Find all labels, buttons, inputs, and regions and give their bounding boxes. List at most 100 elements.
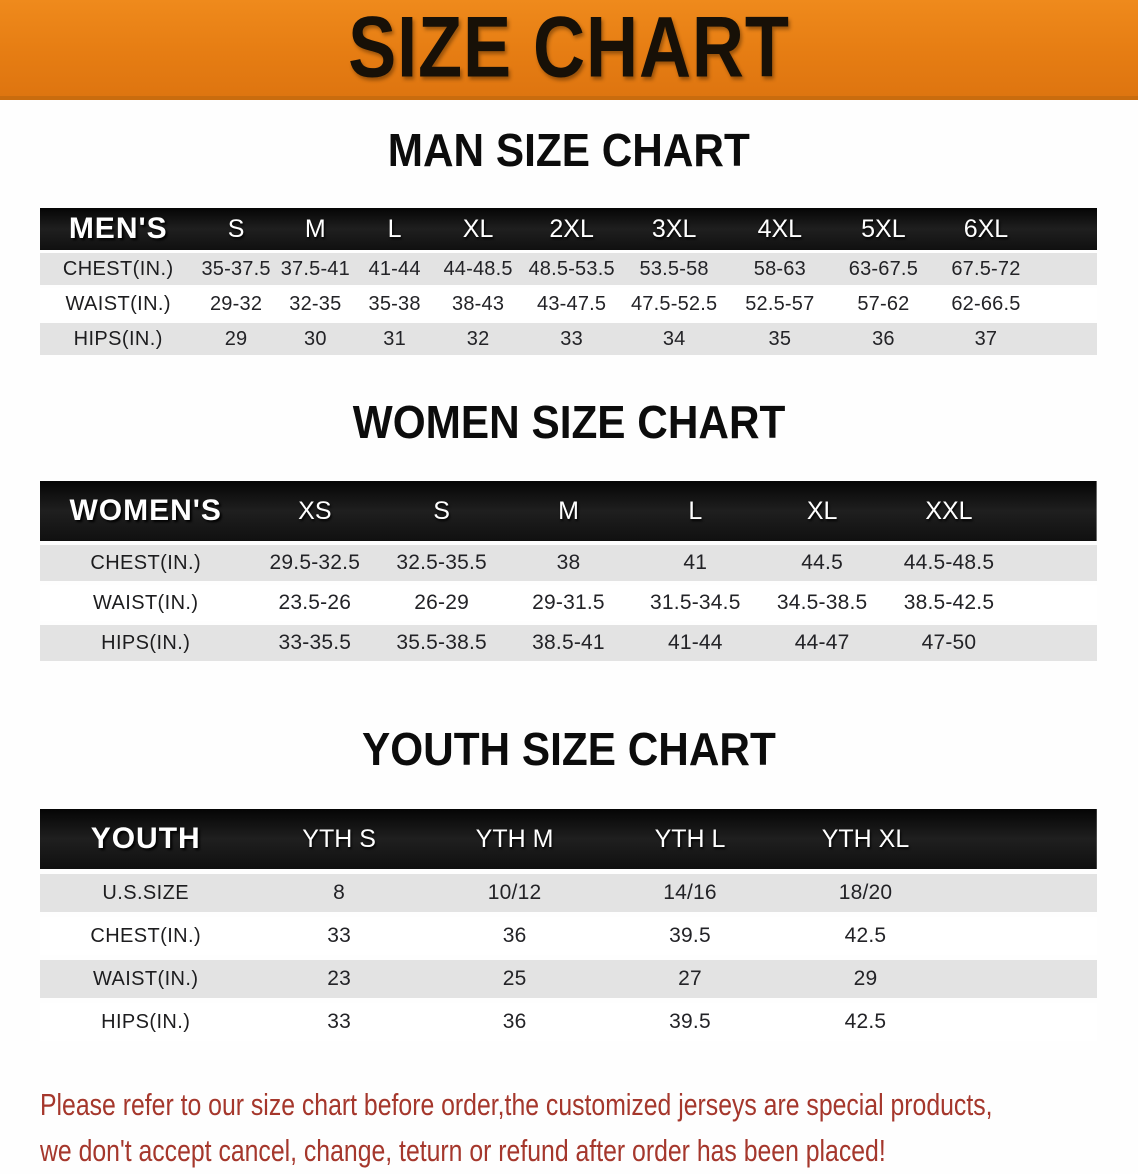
size-value-cell: 29 [853, 967, 878, 990]
size-column-header: S [433, 496, 450, 525]
size-value-cell: 58-63 [753, 257, 806, 280]
banner-title: SIZE CHART [348, 0, 790, 96]
table-row: HIPS(IN.) 33 36 39.5 42.5 [40, 1003, 1097, 1041]
youth-size-table: YOUTH YTH S YTH M YTH L YTH XL U.S.SIZE 8 10/1… [40, 804, 1097, 1046]
table-row: HIPS(IN.) 29 30 31 32 33 34 35 36 37 [40, 323, 1097, 355]
size-column-header: YTH XL [821, 824, 910, 853]
size-value-cell: 44-48.5 [443, 257, 513, 280]
men-section-heading: MAN SIZE CHART [0, 126, 1138, 183]
size-value-cell: 33 [327, 924, 351, 947]
size-value-cell: 32.5-35.5 [396, 551, 487, 574]
size-column-header: 5XL [861, 214, 906, 243]
size-value-cell: 34.5-38.5 [776, 591, 868, 614]
size-value-cell: 67.5-72 [951, 257, 1021, 280]
youth-table-header-row: YOUTH YTH S YTH M YTH L YTH XL [40, 809, 1097, 869]
table-row: WAIST(IN.) 23 25 27 29 [40, 960, 1097, 998]
row-label-cell: CHEST(IN.) [62, 257, 174, 280]
size-value-cell: 29-31.5 [532, 591, 605, 614]
size-value-cell: 30 [304, 327, 327, 350]
women-section-heading: WOMEN SIZE CHART [0, 398, 1138, 455]
size-column-header: 2XL [549, 214, 594, 243]
filler-cell [1012, 545, 1097, 581]
size-value-cell: 25 [502, 967, 527, 990]
size-value-cell: 42.5 [844, 1010, 887, 1033]
size-column-header: 4XL [757, 214, 803, 243]
filler-cell [1012, 625, 1097, 661]
women-section-heading-text: WOMEN SIZE CHART [352, 396, 786, 448]
size-value-cell: 26-29 [414, 591, 469, 614]
size-value-cell: 37 [974, 327, 998, 350]
filler-cell [953, 960, 1097, 998]
size-column-header: S [227, 214, 245, 243]
filler-cell [1038, 288, 1097, 320]
youth-table-head: YOUTH YTH S YTH M YTH L YTH XL [40, 809, 1097, 869]
size-column-header: YTH S [302, 824, 376, 853]
size-value-cell: 33-35.5 [278, 631, 352, 654]
men-section: MAN SIZE CHART MEN'S S M L XL 2XL 3XL 4XL 5XL 6XL… [0, 126, 1138, 358]
size-column-header: L [688, 496, 703, 525]
filler-cell [953, 1003, 1097, 1041]
youth-section-heading-text: YOUTH SIZE CHART [362, 723, 776, 775]
size-value-cell: 36 [502, 924, 527, 947]
men-size-table: MEN'S S M L XL 2XL 3XL 4XL 5XL 6XL CHEST(IN.) 35-3… [40, 205, 1097, 358]
row-label-cell: HIPS(IN.) [101, 1010, 191, 1033]
size-value-cell: 44.5-48.5 [903, 551, 995, 574]
size-column-header: 3XL [651, 214, 697, 243]
size-value-cell: 34 [662, 327, 686, 350]
youth-section-heading: YOUTH SIZE CHART [0, 725, 1138, 782]
size-value-cell: 23.5-26 [278, 591, 352, 614]
size-value-cell: 47-50 [921, 631, 977, 654]
size-value-cell: 27 [678, 967, 702, 990]
size-value-cell: 38 [556, 551, 581, 574]
size-value-cell: 39.5 [669, 924, 711, 947]
size-value-cell: 41-44 [667, 631, 723, 654]
size-value-cell: 37.5-41 [280, 257, 350, 280]
table-row: HIPS(IN.) 33-35.5 35.5-38.5 38.5-41 41-44 44-… [40, 625, 1097, 661]
row-label-cell: CHEST(IN.) [90, 551, 202, 574]
size-value-cell: 31.5-34.5 [650, 591, 741, 614]
size-value-cell: 35-37.5 [201, 257, 271, 280]
filler-cell [1038, 208, 1097, 250]
size-column-header: L [387, 214, 402, 243]
youth-table-body: U.S.SIZE 8 10/12 14/16 18/20 CHEST(IN.) 33 36 39… [40, 874, 1097, 1041]
women-table-head: WOMEN'S XS S M L XL XXL [40, 481, 1097, 541]
men-table-head: MEN'S S M L XL 2XL 3XL 4XL 5XL 6XL [40, 208, 1097, 250]
size-value-cell: 31 [383, 327, 406, 350]
row-label-cell: CHEST(IN.) [90, 924, 202, 947]
size-column-header: XS [298, 496, 332, 525]
size-value-cell: 44.5 [801, 551, 843, 574]
table-row: CHEST(IN.) 35-37.5 37.5-41 41-44 44-48.5 48.5… [40, 253, 1097, 285]
size-value-cell: 41 [683, 551, 708, 574]
size-value-cell: 36 [502, 1010, 527, 1033]
size-column-header: XL [462, 214, 494, 243]
table-row: U.S.SIZE 8 10/12 14/16 18/20 [40, 874, 1097, 912]
size-value-cell: 18/20 [838, 881, 893, 904]
men-table-header-row: MEN'S S M L XL 2XL 3XL 4XL 5XL 6XL [40, 208, 1097, 250]
filler-cell [953, 917, 1097, 955]
size-value-cell: 39.5 [669, 1010, 711, 1033]
table-row: WAIST(IN.) 29-32 32-35 35-38 38-43 43-47.5 47.… [40, 288, 1097, 320]
size-column-header: YTH M [475, 824, 554, 853]
size-value-cell: 32-35 [289, 292, 342, 315]
women-section: WOMEN SIZE CHART WOMEN'S XS S M L XL XXL CHEST… [0, 398, 1138, 665]
size-value-cell: 47.5-52.5 [630, 292, 718, 315]
size-value-cell: 35-38 [368, 292, 421, 315]
size-column-header: XXL [925, 496, 973, 525]
men-table-body: CHEST(IN.) 35-37.5 37.5-41 41-44 44-48.5 48.5… [40, 253, 1097, 355]
size-value-cell: 35.5-38.5 [396, 631, 487, 654]
size-value-cell: 23 [327, 967, 351, 990]
size-value-cell: 29-32 [209, 292, 263, 315]
size-value-cell: 52.5-57 [745, 292, 815, 315]
row-label-cell: U.S.SIZE [102, 881, 189, 904]
size-value-cell: 29 [224, 327, 248, 350]
size-value-cell: 35 [768, 327, 792, 350]
footer-note: Please refer to our size chart before or… [40, 1082, 1138, 1174]
size-value-cell: 36 [872, 327, 895, 350]
filler-cell [1038, 323, 1097, 355]
table-title-cell: MEN'S [68, 212, 168, 245]
row-label-cell: WAIST(IN.) [65, 292, 171, 315]
row-label-cell: HIPS(IN.) [101, 631, 191, 654]
women-size-table: WOMEN'S XS S M L XL XXL CHEST(IN.) 29.5-32.5 32.… [40, 477, 1097, 665]
filler-cell [1012, 481, 1097, 541]
size-value-cell: 43-47.5 [537, 292, 607, 315]
